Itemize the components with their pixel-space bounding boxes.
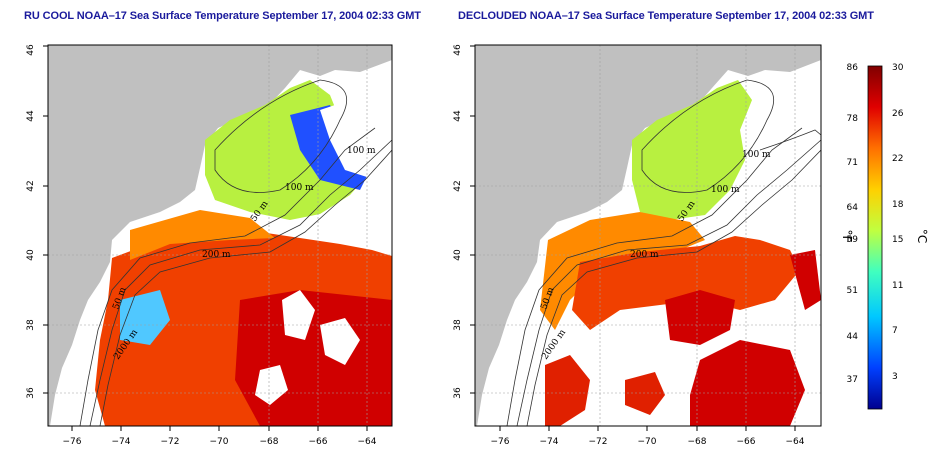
right-x-tick-label: −66	[737, 437, 756, 447]
left-x-tick-label: −68	[260, 437, 279, 447]
left-map-frame	[47, 44, 393, 427]
fahrenheit-tick-label: 71	[847, 158, 858, 168]
right-y-tick-marks	[470, 45, 475, 394]
right-x-tick-label: −64	[786, 437, 805, 447]
fahrenheit-tick-label: 64	[847, 203, 859, 213]
left-y-tick-label: 44	[26, 110, 36, 122]
fahrenheit-unit-label: °F	[840, 230, 854, 243]
left-x-tick-label: −70	[210, 437, 229, 447]
right-y-tick-label: 42	[453, 180, 463, 191]
right-contour-label-100m-a: 100 m	[742, 150, 771, 160]
left-cold-patch	[120, 290, 170, 345]
left-y-tick-label: 46	[26, 44, 36, 56]
left-y-tick-label: 40	[26, 249, 36, 261]
right-x-tick-label: −68	[688, 437, 707, 447]
right-y-tick-label: 38	[453, 319, 463, 331]
fahrenheit-tick-label: 37	[847, 375, 858, 385]
celsius-tick-label: 15	[892, 235, 903, 245]
right-warm-water-3	[690, 340, 805, 426]
right-cool-water	[632, 80, 752, 220]
left-y-tick-label: 38	[26, 319, 36, 331]
left-x-tick-marks	[71, 426, 368, 431]
right-map-title: DECLOUDED NOAA–17 Sea Surface Temperatur…	[458, 10, 874, 22]
fahrenheit-tick-label: 44	[847, 332, 859, 342]
right-shelf-water	[540, 212, 705, 330]
celsius-tick-label: 7	[892, 326, 898, 336]
right-x-tick-label: −76	[491, 437, 510, 447]
celsius-tick-label: 3	[892, 372, 898, 382]
left-cloud-1	[320, 100, 385, 178]
celsius-tick-label: 30	[892, 63, 904, 73]
fahrenheit-tick-label: 51	[847, 286, 858, 296]
right-land-mass	[475, 45, 821, 426]
right-bathymetry-contours	[506, 79, 821, 426]
right-contour-label-200m: 200 m	[630, 250, 659, 260]
right-warm-water-1	[572, 236, 800, 330]
celsius-tick-label: 26	[892, 109, 904, 119]
celsius-tick-label: 11	[892, 281, 903, 291]
right-warm-water-5	[625, 372, 665, 415]
colorbar: 86 78 71 64 59 51 44 37 30 26 22 18 15 1…	[840, 63, 929, 410]
left-x-tick-label: −64	[358, 437, 377, 447]
celsius-unit-label: °C	[915, 229, 929, 243]
right-map-panel: 100 m 100 m 50 m 200 m 50 m 2000 m −76 −…	[453, 44, 822, 447]
left-grid	[48, 45, 392, 426]
left-shelf-water	[130, 210, 275, 260]
right-x-tick-label: −74	[540, 437, 559, 447]
right-warm-water-6	[790, 250, 821, 310]
left-cloud-2	[282, 290, 315, 340]
left-contour-label-200m: 200 m	[202, 250, 231, 260]
right-contour-label-100m-b: 100 m	[711, 185, 740, 195]
left-contour-label-100m-b: 100 m	[285, 183, 314, 193]
left-y-tick-label: 36	[26, 387, 36, 399]
left-y-tick-label: 42	[26, 180, 36, 191]
right-map-frame	[474, 44, 822, 427]
right-y-tick-label: 44	[453, 110, 463, 122]
left-contour-label-100m-a: 100 m	[347, 146, 376, 156]
right-y-tick-label: 40	[453, 249, 463, 261]
left-x-tick-label: −72	[161, 437, 180, 447]
left-map-panel: 100 m 100 m 50 m 200 m 50 m 2000 m −76 −…	[26, 44, 393, 447]
left-bathymetry-contours	[79, 79, 392, 426]
left-map-title: RU COOL NOAA–17 Sea Surface Temperature …	[24, 10, 421, 22]
left-x-tick-label: −66	[309, 437, 328, 447]
colorbar-gradient	[867, 65, 883, 410]
right-warm-water-4	[545, 355, 590, 426]
right-x-tick-label: −70	[638, 437, 657, 447]
right-warm-water-2	[665, 290, 735, 345]
left-y-tick-marks	[43, 45, 48, 394]
right-x-tick-label: −72	[589, 437, 608, 447]
right-grid	[475, 45, 821, 426]
fahrenheit-tick-label: 78	[847, 114, 859, 124]
fahrenheit-tick-label: 59	[847, 235, 859, 245]
left-land-mass	[48, 45, 392, 426]
right-y-tick-label: 36	[453, 387, 463, 399]
left-cloud-4	[255, 365, 288, 405]
right-y-tick-label: 46	[453, 44, 463, 56]
left-cloud-3	[320, 318, 360, 365]
fahrenheit-tick-label: 86	[847, 63, 859, 73]
left-x-tick-label: −74	[112, 437, 131, 447]
right-x-tick-marks	[499, 426, 796, 431]
left-x-tick-label: −76	[63, 437, 82, 447]
celsius-tick-label: 18	[892, 200, 904, 210]
celsius-tick-label: 22	[892, 154, 903, 164]
